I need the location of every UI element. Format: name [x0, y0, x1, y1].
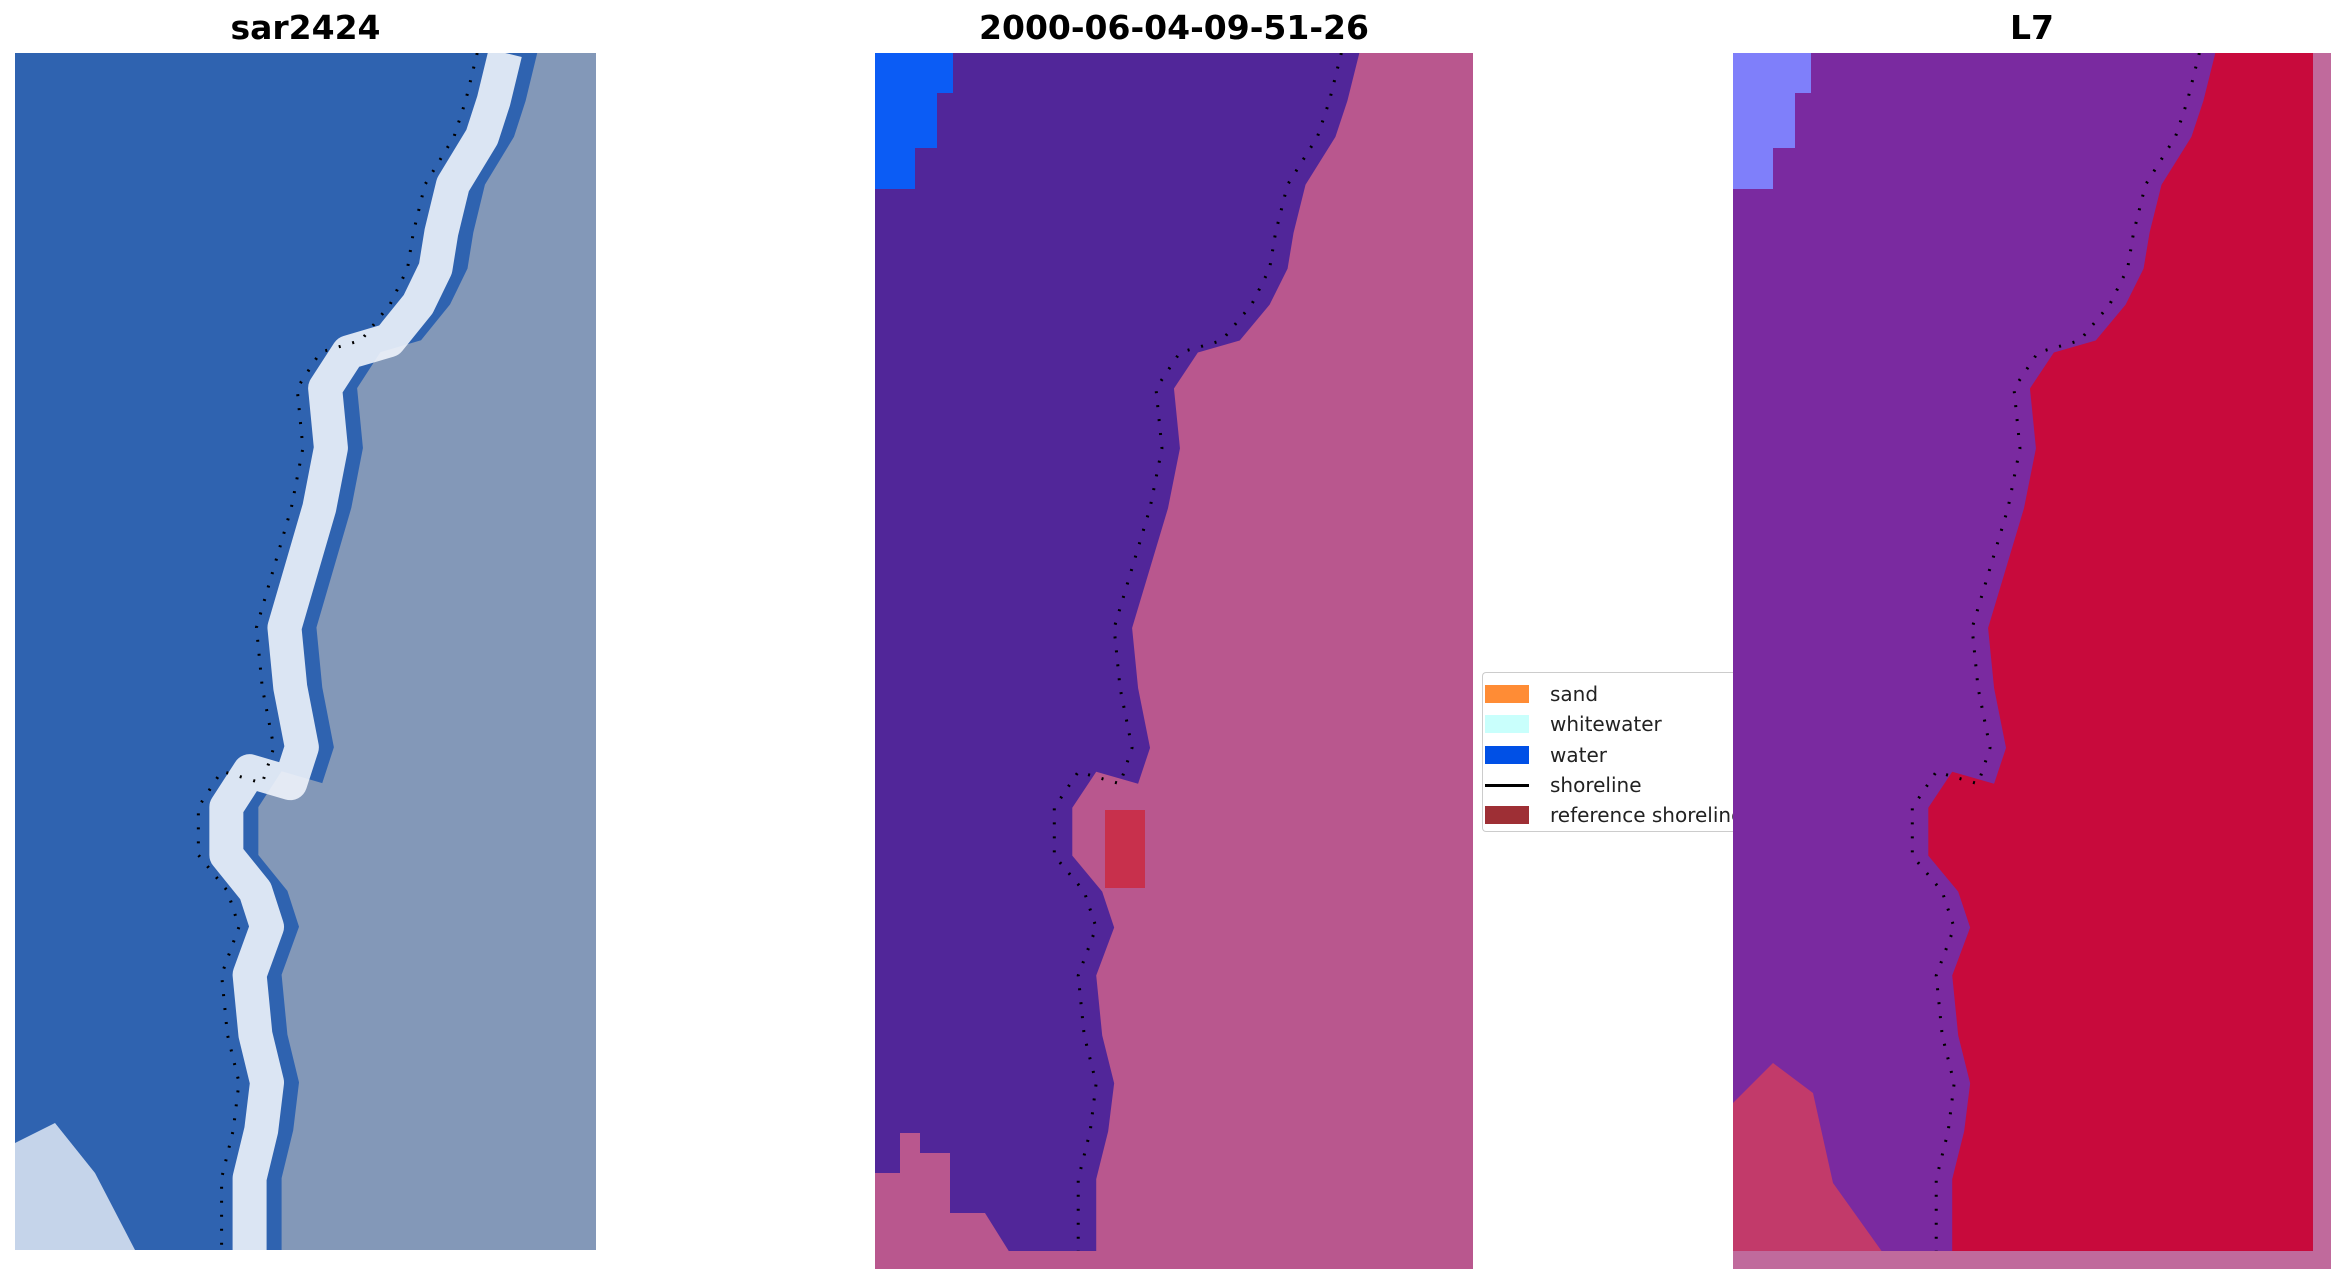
surf-zone-corner	[15, 1123, 135, 1250]
right-edge	[2313, 53, 2331, 1269]
panel-title-rgb: sar2424	[230, 8, 381, 47]
index-image-panel	[1733, 53, 2331, 1269]
surf-zone	[209, 53, 522, 1250]
land-class-corner	[875, 1133, 1010, 1253]
legend-label: water	[1550, 743, 1607, 767]
panel-title-index: L7	[2010, 8, 2054, 47]
legend: sand whitewater water shoreline referenc…	[1482, 672, 1747, 832]
panel-title-classified: 2000-06-04-09-51-26	[979, 8, 1369, 47]
water-blue-index	[1733, 53, 1811, 189]
land-area	[258, 53, 596, 1250]
legend-label: shoreline	[1550, 773, 1642, 797]
water-swatch	[1485, 746, 1529, 764]
reference-shoreline-patch	[1105, 810, 1145, 888]
bottom-edge	[1733, 1251, 2331, 1269]
legend-label: sand	[1550, 682, 1599, 706]
whitewater-swatch	[1485, 715, 1529, 733]
rgb-image-panel	[15, 53, 596, 1250]
legend-label: whitewater	[1550, 712, 1662, 736]
classified-image-panel	[875, 53, 1473, 1269]
sand-swatch	[1485, 685, 1529, 703]
index-image	[1733, 53, 2331, 1269]
rgb-image	[15, 53, 596, 1250]
legend-label: reference shoreline	[1550, 803, 1744, 827]
classified-image	[875, 53, 1473, 1269]
shoreline-line-swatch	[1485, 784, 1529, 787]
reference-shoreline-swatch	[1485, 806, 1529, 824]
water-blue-class	[875, 53, 953, 189]
shoreline	[196, 53, 479, 1250]
land-index-corner	[1733, 1063, 1883, 1253]
